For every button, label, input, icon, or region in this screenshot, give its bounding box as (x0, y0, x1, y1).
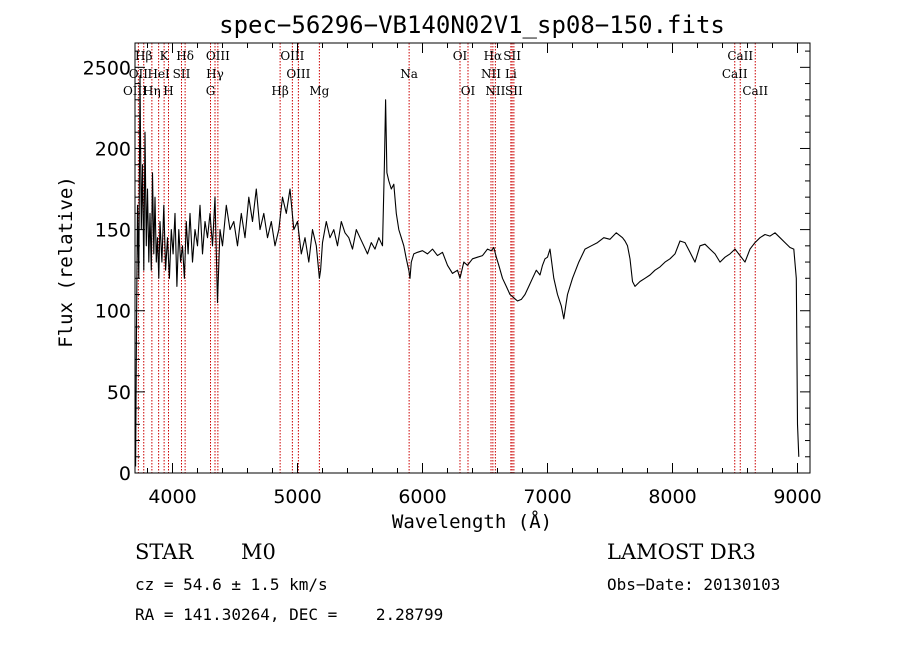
x-axis-ticks: 4000 5000 6000 7000 8000 9000 (147, 43, 822, 508)
line-label-o1-6364: OI (461, 84, 476, 98)
line-label-ca2-8542: CaII (727, 49, 753, 63)
object-class: STAR (135, 540, 194, 564)
x-tick-label-5000: 5000 (273, 486, 321, 508)
y-axis-label: Flux (relative) (55, 176, 77, 348)
line-label-h-beta: Hβ (271, 84, 288, 98)
line-label-s2-4072: SII (173, 67, 191, 81)
line-label-h-beta-top: Hβ (135, 49, 152, 63)
y-axis-ticks: 0 50 100 150 200 2500 (83, 50, 810, 485)
survey-name: LAMOST DR3 (607, 540, 756, 564)
x-axis-label: Wavelength (Å) (392, 510, 552, 533)
line-label-he1-3889: HeI (147, 67, 170, 81)
chart-title: spec−56296−VB140N02V1_sp08−150.fits (219, 11, 725, 39)
spectrum-layer (135, 74, 800, 467)
line-label-na-d: Na (400, 67, 418, 81)
line-label-h-delta: Hδ (176, 49, 194, 63)
y-tick-label-2000: 200 (95, 138, 131, 160)
line-label-h-gamma: Hγ (206, 67, 224, 81)
line-label-s2-6717: SII (503, 49, 521, 63)
line-label-s2-6731: SII (505, 84, 523, 98)
x-tick-label-7000: 7000 (523, 486, 571, 508)
x-tick-label-4000: 4000 (148, 486, 196, 508)
y-tick-label-1500: 150 (95, 220, 131, 242)
position-readout: RA = 141.30264, DEC = 2.28799 (135, 605, 443, 624)
y-tick-label-500: 50 (107, 382, 131, 404)
y-tick-label-2500: 2500 (83, 57, 131, 79)
spectrum-line (135, 74, 800, 467)
y-tick-label-1000: 100 (95, 301, 131, 323)
obs-date: Obs−Date: 20130103 (607, 575, 780, 594)
line-label-li-6707: Li (505, 67, 517, 81)
line-label-k-line: K (160, 49, 170, 63)
line-label-o2-3727: OII (129, 67, 149, 81)
line-label-ca2-8662: CaII (742, 84, 768, 98)
line-label-n2-6548: NII (481, 67, 501, 81)
plot-frame (134, 42, 811, 474)
x-tick-label-9000: 9000 (773, 486, 821, 508)
line-label-o3-4959: OIII (280, 49, 304, 63)
line-label-mg-b: Mg (309, 84, 329, 98)
line-label-o3-4363: OIII (206, 49, 230, 63)
redshift-readout: cz = 54.6 ± 1.5 km/s (135, 575, 328, 594)
object-subclass: M0 (241, 540, 276, 564)
line-label-h-alpha: Hα (484, 49, 503, 63)
line-label-g-band: G (206, 84, 216, 98)
y-tick-label-0: 0 (119, 463, 131, 485)
x-tick-label-6000: 6000 (398, 486, 446, 508)
line-label-o1-6300: OI (453, 49, 468, 63)
line-label-n2-6583: NII (485, 84, 505, 98)
line-label-h-eta: Hη (143, 84, 161, 98)
line-label-ca2-8498: CaII (722, 67, 748, 81)
x-tick-label-8000: 8000 (648, 486, 696, 508)
line-label-h-line: H (163, 84, 173, 98)
line-label-o3-5007: OIII (286, 67, 310, 81)
